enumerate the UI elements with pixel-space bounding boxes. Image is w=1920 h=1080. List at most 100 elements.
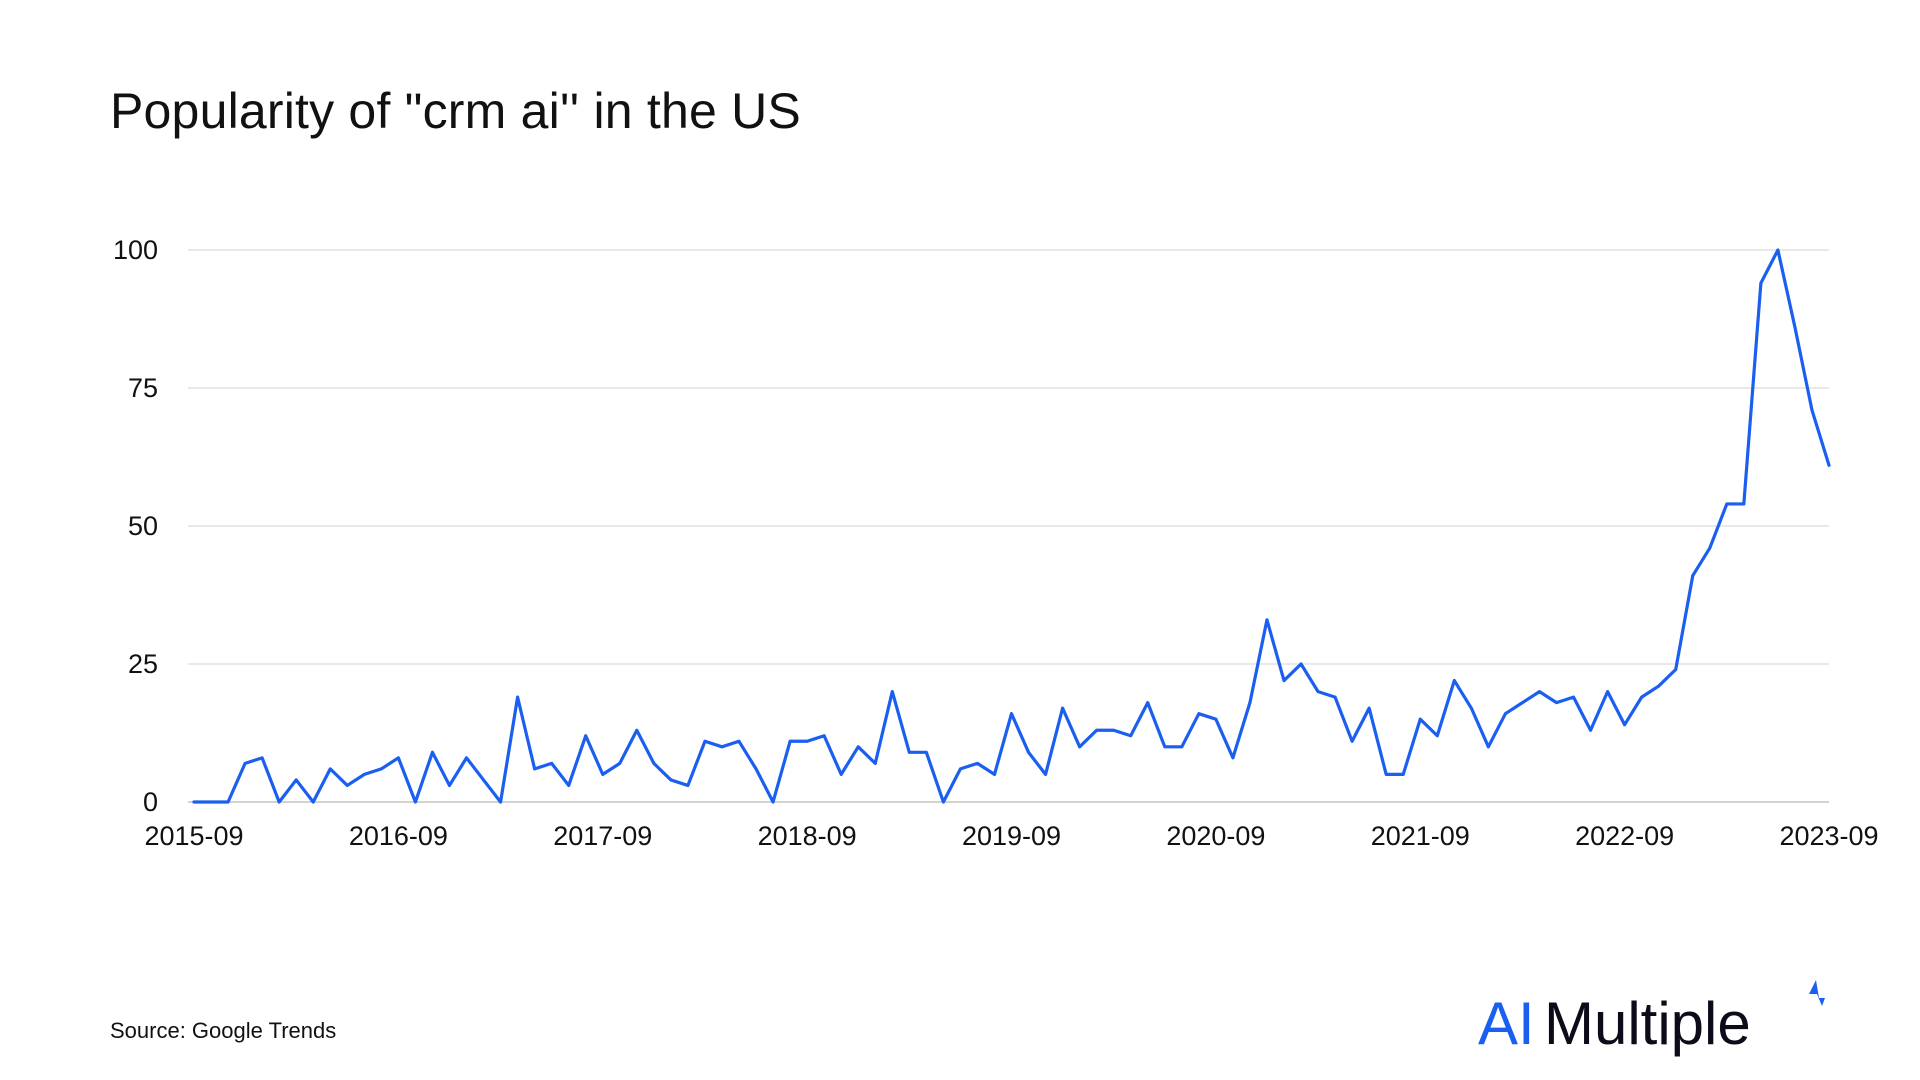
data-point — [873, 761, 877, 765]
data-point — [226, 800, 230, 804]
data-point — [635, 728, 639, 732]
data-point — [907, 750, 911, 754]
data-point — [1265, 618, 1269, 622]
y-tick-label: 25 — [128, 649, 158, 679]
data-point — [1623, 723, 1627, 727]
x-tick-label: 2017-09 — [553, 821, 652, 851]
data-point — [856, 745, 860, 749]
x-tick-label: 2015-09 — [144, 821, 243, 851]
data-point — [1691, 574, 1695, 578]
data-point — [890, 690, 894, 693]
data-point — [771, 800, 775, 804]
logo-ai-text: AI — [1478, 990, 1535, 1057]
data-point — [601, 773, 605, 776]
data-point — [1384, 773, 1388, 776]
y-axis-ticks: 0 25 50 75 100 — [113, 235, 158, 817]
data-point — [1146, 701, 1150, 705]
data-point — [550, 761, 554, 765]
data-point — [311, 800, 315, 804]
data-point — [448, 784, 451, 787]
data-point — [1367, 706, 1371, 710]
data-point — [499, 800, 502, 804]
data-point — [720, 745, 724, 749]
data-points — [192, 248, 1831, 804]
chart-title: Popularity of "crm ai'' in the US — [110, 83, 801, 139]
data-point — [1469, 706, 1473, 710]
data-point — [533, 767, 537, 771]
data-point — [1095, 728, 1099, 732]
data-point — [1589, 728, 1592, 732]
data-point — [1793, 325, 1797, 329]
data-point — [805, 739, 809, 743]
y-tick-label: 50 — [128, 511, 158, 541]
data-point — [1401, 773, 1405, 776]
data-point — [1759, 281, 1763, 285]
x-tick-label: 2022-09 — [1575, 821, 1674, 851]
data-point — [1078, 745, 1082, 749]
x-tick-label: 2021-09 — [1371, 821, 1470, 851]
data-point — [243, 761, 247, 765]
data-point — [1435, 734, 1439, 738]
data-point — [1776, 248, 1780, 252]
data-point — [584, 734, 588, 738]
x-tick-label: 2018-09 — [758, 821, 857, 851]
data-point — [1452, 679, 1456, 682]
y-tick-label: 75 — [128, 373, 158, 403]
logo-multiple-text: Multiple — [1544, 990, 1751, 1057]
aimultiple-logo: AI Multiple — [1478, 976, 1838, 1057]
data-point — [737, 739, 741, 743]
data-point — [1725, 502, 1729, 506]
x-tick-label: 2020-09 — [1166, 821, 1265, 851]
data-point — [345, 784, 349, 787]
data-point — [1486, 745, 1490, 749]
data-point — [1248, 701, 1252, 705]
data-point — [294, 778, 298, 782]
data-point — [941, 800, 945, 804]
source-note: Source: Google Trends — [110, 1018, 337, 1043]
data-point — [1657, 684, 1661, 688]
data-point — [516, 695, 519, 699]
data-point — [209, 800, 213, 804]
data-point — [1112, 728, 1116, 732]
data-point — [1742, 502, 1746, 506]
data-point — [1282, 679, 1286, 682]
data-point — [362, 773, 366, 776]
data-point — [1674, 668, 1678, 671]
data-point — [1061, 706, 1064, 710]
logo-spark-icon — [1809, 980, 1825, 1006]
data-point — [1299, 662, 1303, 666]
y-tick-label: 0 — [143, 787, 158, 817]
x-tick-label: 2019-09 — [962, 821, 1061, 851]
data-point — [1418, 717, 1422, 721]
data-point — [1231, 756, 1235, 760]
data-point — [1163, 745, 1167, 749]
data-point — [1538, 690, 1541, 693]
data-point — [1504, 712, 1507, 716]
x-tick-label: 2023-09 — [1779, 821, 1878, 851]
data-point — [1827, 463, 1831, 467]
data-point — [1214, 717, 1218, 721]
data-point — [703, 739, 707, 743]
data-point — [839, 773, 843, 776]
data-point — [652, 761, 656, 765]
data-point — [686, 784, 690, 787]
data-point — [431, 750, 434, 754]
data-point — [976, 761, 979, 765]
data-point — [959, 767, 962, 771]
data-point — [1010, 712, 1013, 716]
data-point — [1316, 690, 1320, 693]
data-point — [788, 739, 792, 743]
data-point — [1197, 712, 1201, 716]
data-point — [1333, 695, 1337, 699]
y-tick-label: 100 — [113, 235, 158, 265]
data-point — [396, 756, 400, 760]
data-point — [1027, 750, 1030, 754]
data-point — [669, 778, 673, 782]
data-point — [993, 773, 996, 776]
data-point — [1521, 701, 1524, 705]
data-point — [192, 800, 196, 804]
data-point — [924, 750, 928, 754]
data-point — [379, 767, 383, 771]
data-point — [1129, 734, 1133, 738]
